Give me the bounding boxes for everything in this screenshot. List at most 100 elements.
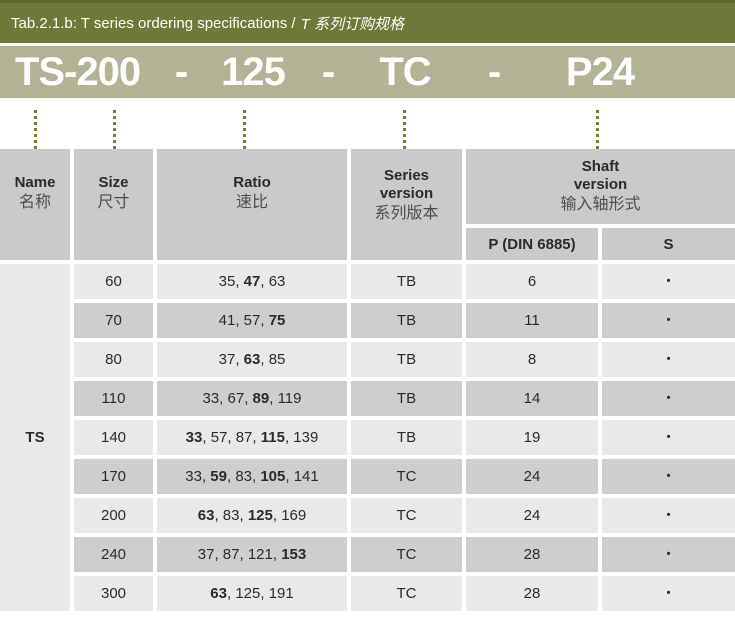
ratio-value: 57 — [210, 429, 228, 446]
size-cell: 240 — [74, 537, 153, 572]
size-cell: 110 — [74, 381, 153, 416]
table-caption-en: Tab.2.1.b: T series ordering specificati… — [11, 14, 296, 32]
size-cell: 140 — [74, 420, 153, 455]
shaft-p-cell: 14 — [466, 381, 598, 416]
header-name-zh: 名称 — [18, 194, 51, 211]
availability-dot: • — [666, 587, 671, 599]
ratio-value: 63 — [210, 585, 227, 602]
shaft-s-cell: • — [602, 381, 735, 416]
ratio-value: 41 — [218, 312, 236, 329]
ratio-value: 37 — [218, 351, 236, 368]
availability-dot: • — [666, 548, 671, 560]
ratio-value: 83 — [235, 468, 252, 485]
shaft-s-cell: • — [602, 498, 735, 533]
size-cell: 80 — [74, 342, 153, 377]
dotted-connector-size — [113, 110, 116, 149]
shaft-s-cell: • — [602, 264, 735, 299]
ratio-value: 89 — [252, 390, 270, 407]
code-part-ratio: 125 — [221, 50, 286, 94]
shaft-p-cell: 8 — [466, 342, 598, 377]
shaft-p-cell: 6 — [466, 264, 598, 299]
ratio-value: 35 — [218, 273, 236, 290]
series-version-cell: TB — [351, 420, 462, 455]
header-shaft-en-line2: version — [573, 176, 628, 193]
ratio-value: 57 — [243, 312, 261, 329]
ratio-value: 121 — [247, 546, 273, 563]
size-cell: 300 — [74, 576, 153, 611]
header-shaft-en-line1: Shaft — [581, 158, 620, 175]
ratio-value: 141 — [293, 468, 319, 485]
ratio-value: 87 — [235, 429, 253, 446]
ratio-value: 67 — [227, 390, 245, 407]
dotted-connector-shaft — [596, 110, 599, 149]
header-shaft-p-label: P (DIN 6885) — [488, 235, 576, 253]
ratio-value: 63 — [197, 507, 215, 524]
table-caption-bar: Tab.2.1.b: T series ordering specificati… — [0, 0, 735, 43]
ratio-value: 63 — [243, 351, 261, 368]
ratio-cell: 41, 57, 75 — [157, 303, 347, 338]
dotted-connector-ratio — [243, 110, 246, 149]
shaft-p-cell: 24 — [466, 498, 598, 533]
header-name: Name 名称 — [0, 149, 70, 260]
shaft-p-cell: 11 — [466, 303, 598, 338]
series-version-cell: TB — [351, 342, 462, 377]
availability-dot: • — [666, 509, 671, 521]
header-ratio-en: Ratio — [233, 174, 271, 191]
code-separator: - — [321, 50, 335, 94]
spec-table: Name 名称 Size 尺寸 Ratio 速比 Series version … — [0, 149, 735, 611]
dotted-connector-series — [403, 110, 406, 149]
ratio-cell: 33, 57, 87, 115, 139 — [157, 420, 347, 455]
ratio-value: 115 — [260, 429, 285, 446]
code-part-shaft: P24 — [565, 50, 635, 94]
availability-dot: • — [666, 275, 671, 287]
ratio-value: 87 — [222, 546, 240, 563]
series-version-cell: TC — [351, 576, 462, 611]
ratio-value: 125 — [235, 585, 261, 602]
header-series-en-line1: Series — [383, 167, 430, 184]
ratio-value: 75 — [268, 312, 286, 329]
header-shaft-s: S — [602, 228, 735, 260]
code-part-series: TC — [379, 50, 431, 94]
header-shaft-zh: 输入轴形式 — [560, 196, 641, 213]
code-part-name-size: TS-200 — [15, 50, 141, 94]
name-merged-cell: TS — [0, 264, 70, 611]
dotted-connector-name — [34, 110, 37, 149]
header-series-version: Series version 系列版本 — [351, 149, 462, 260]
ratio-cell: 33, 59, 83, 105, 141 — [157, 459, 347, 494]
ratio-value: 119 — [277, 390, 302, 407]
ratio-value: 59 — [210, 468, 227, 485]
header-size-zh: 尺寸 — [97, 194, 130, 211]
header-ratio-zh: 速比 — [235, 194, 268, 211]
table-caption-zh: T 系列订购规格 — [300, 15, 404, 33]
series-version-cell: TC — [351, 498, 462, 533]
ratio-value: 85 — [268, 351, 286, 368]
ratio-value: 125 — [247, 507, 273, 524]
header-series-en-line2: version — [379, 185, 434, 202]
ratio-value: 63 — [268, 273, 286, 290]
size-cell: 200 — [74, 498, 153, 533]
size-cell: 60 — [74, 264, 153, 299]
header-shaft-s-label: S — [663, 235, 674, 253]
series-version-cell: TB — [351, 381, 462, 416]
header-series-zh: 系列版本 — [374, 205, 439, 222]
shaft-p-cell: 28 — [466, 576, 598, 611]
header-size-en: Size — [98, 174, 129, 191]
shaft-s-cell: • — [602, 459, 735, 494]
series-version-cell: TC — [351, 459, 462, 494]
ratio-value: 37 — [197, 546, 215, 563]
ratio-cell: 35, 47, 63 — [157, 264, 347, 299]
ratio-value: 33 — [185, 429, 203, 446]
header-size: Size 尺寸 — [74, 149, 153, 260]
header-ratio: Ratio 速比 — [157, 149, 347, 260]
code-separator: - — [487, 50, 501, 94]
ratio-value: 33 — [185, 468, 202, 485]
ratio-value: 105 — [260, 468, 286, 485]
ratio-cell: 33, 67, 89, 119 — [157, 381, 347, 416]
header-name-en: Name — [14, 174, 56, 191]
ratio-value: 139 — [293, 429, 319, 446]
series-version-cell: TC — [351, 537, 462, 572]
availability-dot: • — [666, 431, 671, 443]
shaft-p-cell: 28 — [466, 537, 598, 572]
ratio-cell: 37, 87, 121, 153 — [157, 537, 347, 572]
